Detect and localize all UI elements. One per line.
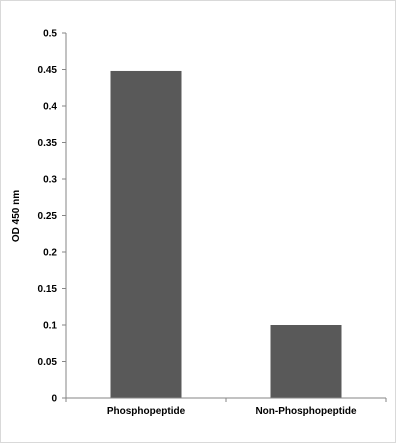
y-tick-label: 0.15 xyxy=(38,284,58,295)
y-tick-label: 0 xyxy=(51,394,57,405)
x-axis: Phosphopeptide Non-Phosphopeptide xyxy=(65,397,387,417)
x-tick-label: Non-Phosphopeptide xyxy=(255,406,357,417)
x-tick-label: Phosphopeptide xyxy=(107,406,186,417)
y-tick-label: 0.1 xyxy=(43,321,57,332)
y-tick-label: 0.45 xyxy=(38,65,58,76)
y-axis-title: OD 450 nm xyxy=(11,190,22,242)
bar xyxy=(270,325,342,398)
bars xyxy=(110,70,342,399)
y-axis: 0 0.05 0.1 0.15 0.2 0.25 0.3 0.35 0.4 0.45 0.5 xyxy=(38,29,67,405)
y-tick-label: 0.25 xyxy=(38,211,58,222)
y-tick-label: 0.05 xyxy=(38,357,58,368)
bar xyxy=(110,70,182,399)
y-tick-label: 0.2 xyxy=(43,248,57,259)
y-tick-label: 0.4 xyxy=(43,102,57,113)
y-tick-label: 0.3 xyxy=(43,175,57,186)
y-tick-label: 0.5 xyxy=(43,29,57,40)
y-tick-label: 0.35 xyxy=(38,138,58,149)
